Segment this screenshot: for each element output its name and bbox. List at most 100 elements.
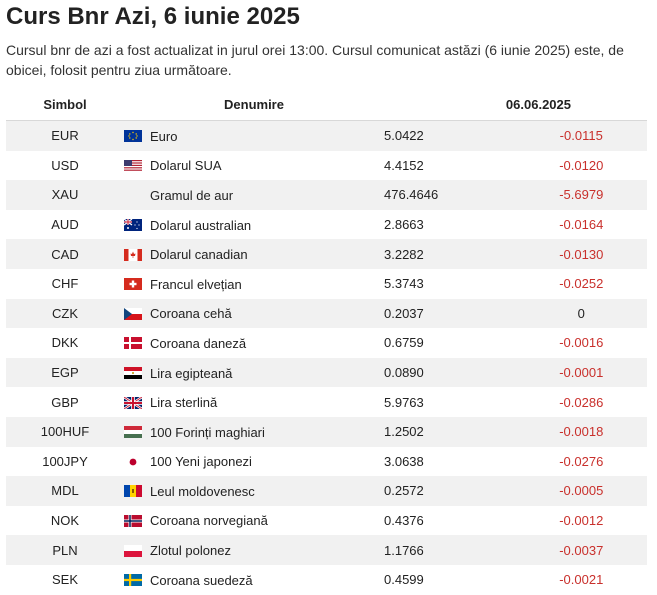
rate-row-dkk[interactable]: DKK Coroana daneză 0.6759 -0.0016 xyxy=(6,328,647,358)
rate-row-czk[interactable]: CZK Coroana cehă 0.2037 0 xyxy=(6,298,647,329)
au-flag-icon xyxy=(124,219,142,232)
currency-symbol: CHF xyxy=(51,276,79,292)
currency-symbol: USD xyxy=(51,157,79,173)
rate-value: 1.1766 xyxy=(384,542,424,558)
currency-symbol: EUR xyxy=(51,128,79,144)
currency-symbol: MDL xyxy=(51,483,79,499)
rate-row-nok[interactable]: NOK Coroana norvegiană 0.4376 -0.0012 xyxy=(6,505,647,536)
currency-name: 100 Yeni japonezi xyxy=(150,454,252,470)
rate-value: 2.8663 xyxy=(384,217,424,233)
rate-value: 5.9763 xyxy=(384,394,424,410)
rate-row-cad[interactable]: CAD Dolarul canadian 3.2282 -0.0130 xyxy=(6,239,647,269)
currency-name: Coroana daneză xyxy=(150,335,247,351)
no-flag-icon-placeholder xyxy=(124,190,142,202)
rate-change: -0.0021 xyxy=(559,572,604,588)
exchange-rates-table: Simbol Denumire 06.06.2025 EUR Euro 5.0422… xyxy=(6,88,647,595)
currency-symbol: NOK xyxy=(50,513,80,529)
currency-name: Gramul de aur xyxy=(150,188,234,204)
currency-symbol: CZK xyxy=(52,305,78,321)
currency-name-cell: Coroana daneză xyxy=(124,328,384,358)
se-flag-icon xyxy=(124,574,142,587)
ch-flag-icon xyxy=(124,278,142,291)
rate-change: -0.0115 xyxy=(559,128,603,144)
rate-row-usd[interactable]: USD Dolarul SUA 4.4152 -0.0120 xyxy=(6,150,647,181)
currency-name-cell: Coroana norvegiană xyxy=(124,506,384,536)
rate-change: -0.0005 xyxy=(559,483,604,499)
currency-name: Dolarul australian xyxy=(150,217,252,233)
rate-value: 0.2572 xyxy=(384,483,424,499)
rate-change: -0.0018 xyxy=(559,424,604,440)
us-flag-icon xyxy=(124,159,142,172)
currency-name: Euro xyxy=(150,128,178,144)
rate-change: -0.0120 xyxy=(559,157,604,173)
currency-symbol: XAU xyxy=(51,187,79,203)
currency-name: Coroana norvegiană xyxy=(150,513,268,529)
rate-value: 0.6759 xyxy=(384,335,424,351)
rate-value: 0.0890 xyxy=(384,365,424,381)
rate-row-sek[interactable]: SEK Coroana suedeză 0.4599 -0.0021 xyxy=(6,564,647,595)
pl-flag-icon xyxy=(124,544,142,557)
currency-name: Lira egipteană xyxy=(150,365,233,381)
currency-name: Coroana cehă xyxy=(150,306,232,322)
currency-symbol: AUD xyxy=(51,217,79,233)
rate-row-aud[interactable]: AUD Dolarul australian 2.8663 -0.0164 xyxy=(6,209,647,240)
currency-name: Zlotul polonez xyxy=(150,543,231,559)
rate-row-100jpy[interactable]: 100JPY 100 Yeni japonezi 3.0638 -0.0276 xyxy=(6,446,647,477)
rate-row-xau[interactable]: XAU Gramul de aur 476.4646 -5.6979 xyxy=(6,180,647,210)
currency-symbol: SEK xyxy=(51,572,78,588)
rate-value: 0.2037 xyxy=(384,305,424,321)
currency-name-cell: Francul elvețian xyxy=(124,269,384,299)
currency-symbol: CAD xyxy=(51,246,79,262)
table-header-row: Simbol Denumire 06.06.2025 xyxy=(6,88,647,121)
eg-flag-icon xyxy=(124,367,142,380)
rate-row-gbp[interactable]: GBP Lira sterlină 5.9763 -0.0286 xyxy=(6,387,647,417)
jp-flag-icon xyxy=(124,455,142,468)
rate-row-egp[interactable]: EGP Lira egipteană 0.0890 -0.0001 xyxy=(6,357,647,388)
page-description: Cursul bnr de azi a fost actualizat in j… xyxy=(6,42,624,78)
rate-change: -0.0164 xyxy=(559,217,604,233)
rate-value: 5.0422 xyxy=(384,128,424,144)
rate-value: 3.0638 xyxy=(384,453,424,469)
rate-change: -0.0286 xyxy=(559,394,604,410)
currency-name-cell: Leul moldovenesc xyxy=(124,476,384,506)
header-date[interactable]: 06.06.2025 xyxy=(384,88,647,121)
currency-name-cell: Gramul de aur xyxy=(124,180,384,210)
rate-row-chf[interactable]: CHF Francul elvețian 5.3743 -0.0252 xyxy=(6,268,647,299)
currency-symbol: PLN xyxy=(52,542,78,558)
currency-name-cell: Zlotul polonez xyxy=(124,535,384,565)
rate-change: -0.0276 xyxy=(559,453,604,469)
gb-flag-icon xyxy=(124,396,142,409)
hu-flag-icon xyxy=(124,426,142,439)
rate-row-mdl[interactable]: MDL Leul moldovenesc 0.2572 -0.0005 xyxy=(6,476,647,506)
currency-name: Leul moldovenesc xyxy=(150,483,255,499)
currency-name-cell: 100 Yeni japonezi xyxy=(124,447,384,477)
currency-name: Dolarul canadian xyxy=(150,247,248,263)
rate-value: 1.2502 xyxy=(384,424,424,440)
currency-name-cell: Dolarul australian xyxy=(124,210,384,240)
rate-row-100huf[interactable]: 100HUF 100 Forinți maghiari 1.2502 -0.0018 xyxy=(6,416,647,447)
eu-flag-icon xyxy=(124,130,142,143)
currency-name-cell: Coroana suedeză xyxy=(124,565,384,595)
rate-change: -0.0037 xyxy=(559,542,604,558)
currency-name: Francul elvețian xyxy=(150,276,242,292)
rate-row-eur[interactable]: EUR Euro 5.0422 -0.0115 xyxy=(6,120,647,151)
header-name[interactable]: Denumire xyxy=(124,88,384,121)
currency-name: 100 Forinți maghiari xyxy=(150,424,265,440)
cz-flag-icon xyxy=(124,307,142,320)
rate-row-pln[interactable]: PLN Zlotul polonez 1.1766 -0.0037 xyxy=(6,535,647,565)
rate-change: -0.0001 xyxy=(559,365,604,381)
currency-symbol: EGP xyxy=(51,365,79,381)
currency-name-cell: Lira sterlină xyxy=(124,387,384,417)
rate-value: 3.2282 xyxy=(384,246,424,262)
currency-symbol: GBP xyxy=(51,394,79,410)
currency-symbol: 100HUF xyxy=(40,424,90,440)
currency-symbol: DKK xyxy=(51,335,79,351)
header-symbol[interactable]: Simbol xyxy=(6,88,124,121)
rate-change: -0.0016 xyxy=(559,335,604,351)
page-title: Curs Bnr Azi, 6 iunie 2025 xyxy=(6,3,300,30)
ca-flag-icon xyxy=(124,248,142,261)
currency-name: Lira sterlină xyxy=(150,395,218,411)
rate-value: 0.4599 xyxy=(384,572,424,588)
currency-symbol: 100JPY xyxy=(42,453,88,469)
rate-change: -0.0252 xyxy=(559,276,604,292)
